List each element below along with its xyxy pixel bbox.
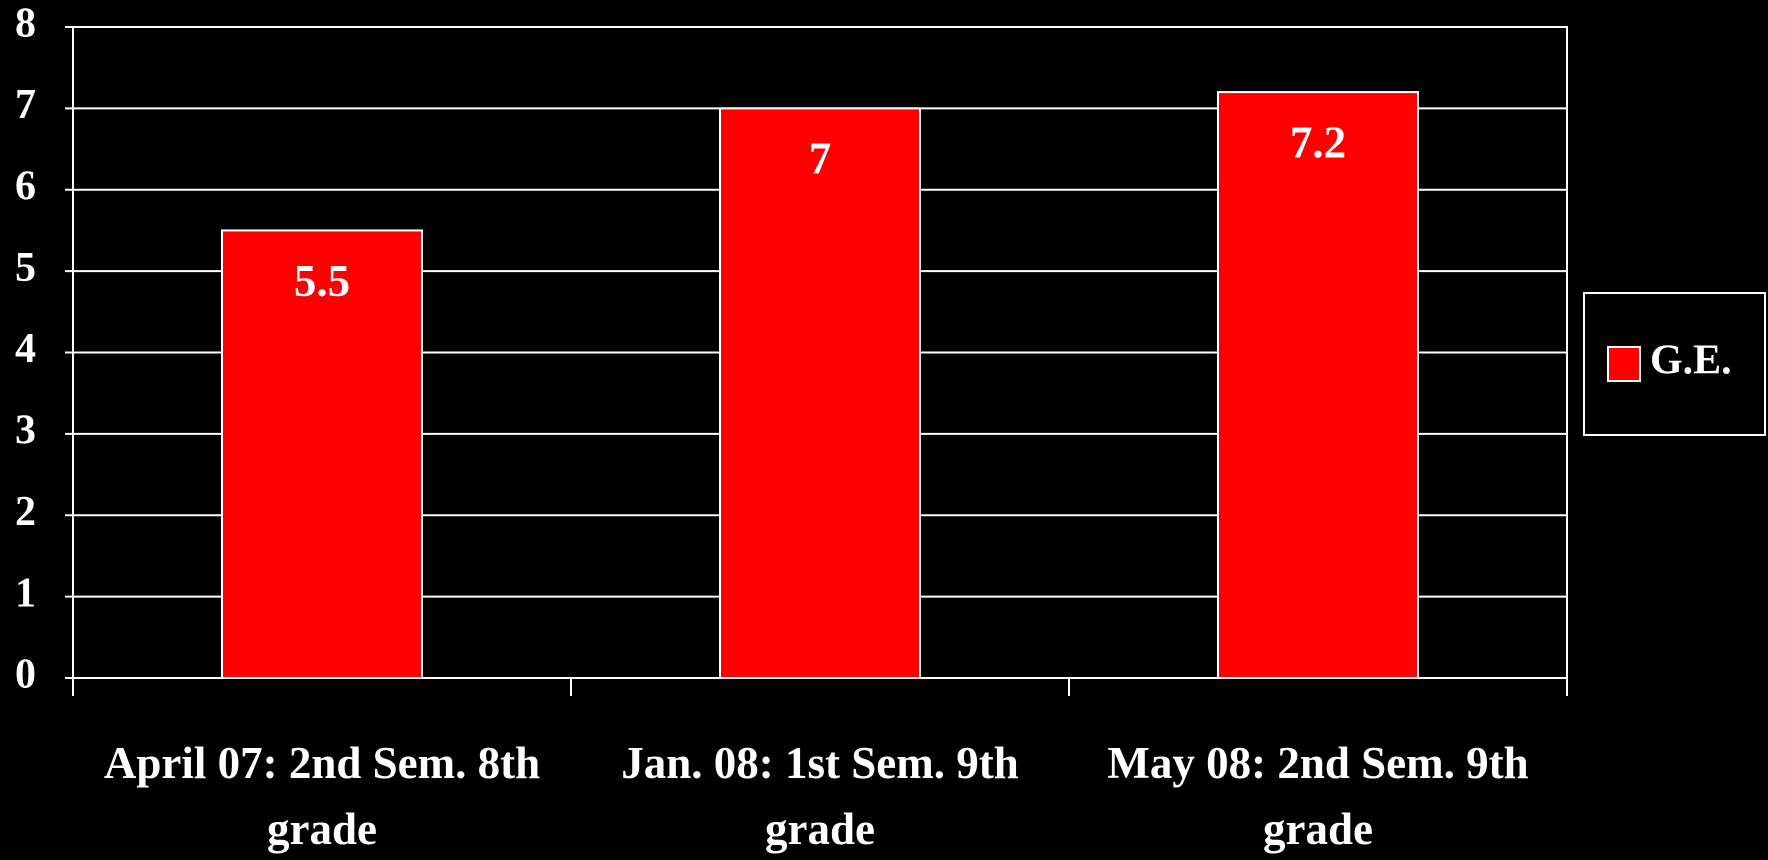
legend-swatch — [1607, 346, 1641, 382]
y-tick-label: 6 — [15, 163, 36, 209]
x-tick-label: May 08: 2nd Sem. 9th grade — [1107, 738, 1529, 854]
y-tick-label: 4 — [15, 326, 36, 372]
data-label: 5.5 — [294, 256, 350, 306]
x-tick-label: April 07: 2nd Sem. 8th grade — [103, 738, 541, 854]
y-tick-label: 7 — [15, 82, 36, 128]
y-tick-label: 1 — [15, 570, 36, 616]
legend-label: G.E. — [1650, 338, 1732, 384]
y-tick-label: 2 — [15, 489, 36, 535]
y-tick-label: 8 — [15, 1, 36, 47]
data-label: 7 — [809, 134, 832, 184]
x-tick-label: Jan. 08: 1st Sem. 9th grade — [621, 738, 1019, 854]
data-label: 7.2 — [1290, 117, 1346, 167]
bar — [1217, 91, 1419, 680]
y-tick-label: 0 — [15, 652, 36, 698]
legend-box — [1583, 292, 1766, 436]
bar — [221, 229, 423, 679]
y-tick-label: 3 — [15, 408, 36, 454]
bar — [719, 107, 921, 679]
y-tick-label: 5 — [15, 245, 36, 291]
